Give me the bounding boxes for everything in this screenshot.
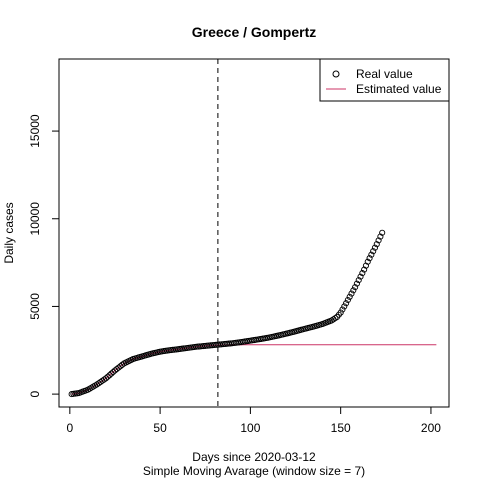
real-value-points xyxy=(68,229,386,398)
data-point xyxy=(350,287,357,294)
y-axis-label: Daily cases xyxy=(2,202,16,263)
data-point xyxy=(357,273,364,280)
data-point xyxy=(102,375,109,382)
data-point xyxy=(353,280,360,287)
data-point xyxy=(346,293,353,300)
plot-frame xyxy=(58,58,450,408)
data-point xyxy=(373,241,380,248)
data-point xyxy=(366,255,373,262)
data-point xyxy=(370,248,377,255)
data-point xyxy=(368,251,375,258)
x-axis-label: Days since 2020-03-12 xyxy=(192,450,316,464)
y-tick-label: 15000 xyxy=(28,114,42,148)
data-point xyxy=(375,237,382,244)
x-tick-label: 150 xyxy=(331,421,351,435)
data-point xyxy=(108,370,115,377)
y-axis: 0 5000 10000 15000 xyxy=(28,114,59,397)
data-point xyxy=(371,244,379,251)
legend: Real value Estimated value xyxy=(319,58,450,102)
data-point xyxy=(364,258,371,265)
data-point xyxy=(339,306,346,313)
legend-real-label: Real value xyxy=(356,67,413,81)
data-point xyxy=(361,266,368,273)
x-tick-label: 50 xyxy=(153,421,167,435)
data-point xyxy=(362,262,369,269)
legend-estimated-label: Estimated value xyxy=(356,82,442,96)
x-tick-label: 200 xyxy=(421,421,441,435)
data-point xyxy=(106,372,113,379)
y-tick-label: 10000 xyxy=(28,202,42,236)
chart-title: Greece / Gompertz xyxy=(192,24,317,40)
x-axis-subtitle: Simple Moving Avarage (window size = 7) xyxy=(143,464,365,478)
data-point xyxy=(337,309,344,316)
y-tick-label: 5000 xyxy=(28,293,42,320)
estimated-value-line xyxy=(71,344,437,395)
data-point xyxy=(359,270,366,277)
data-point xyxy=(104,373,111,380)
x-tick-label: 100 xyxy=(240,421,260,435)
data-point xyxy=(341,303,348,310)
data-point xyxy=(110,368,117,376)
data-point xyxy=(355,277,362,284)
data-point xyxy=(352,284,359,291)
y-tick-label: 0 xyxy=(28,390,42,397)
x-axis: 0 50 100 150 200 xyxy=(66,407,441,435)
legend-real-marker xyxy=(332,70,340,78)
data-point xyxy=(348,290,355,297)
data-point xyxy=(377,233,384,240)
legend-box xyxy=(319,58,450,102)
data-point xyxy=(379,229,386,236)
data-point xyxy=(344,296,351,304)
x-tick-label: 0 xyxy=(66,421,73,435)
data-point xyxy=(343,300,350,307)
